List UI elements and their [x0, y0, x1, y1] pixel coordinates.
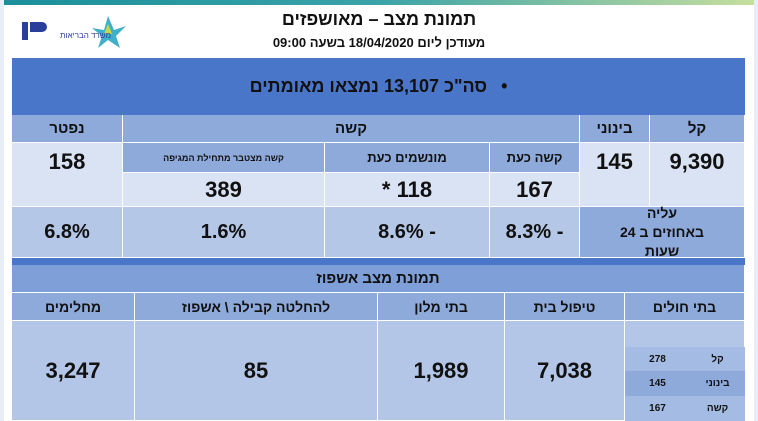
subheader-severe-since-start: קשה מצטבר מתחילת המגיפה [123, 143, 325, 173]
svg-text:משרד הבריאות: משרד הבריאות [60, 31, 111, 40]
increase-deceased: 6.8% [12, 207, 123, 258]
value-moderate: 145 [580, 143, 650, 207]
hospital-value-moderate: 145 [625, 371, 690, 396]
header-deceased: נפטר [12, 115, 123, 143]
value-severe-now: 167 [490, 173, 580, 207]
subheader-severe-now: קשה כעת [490, 143, 580, 173]
increase-ventilated-now: - 8.6% [325, 207, 490, 258]
increase-severe-since-start: 1.6% [123, 207, 325, 258]
value-pending: 85 [135, 321, 378, 421]
value-hotels: 1,989 [378, 321, 505, 421]
header-recovered: מחלימים [12, 293, 135, 321]
page-subtitle: מעודכן ליום 18/04/2020 בשעה 09:00 [272, 35, 486, 50]
left-edge [0, 0, 4, 421]
header-severe: קשה [123, 115, 580, 143]
total-banner: • סה"כ 13,107 נמצאו מאומתים [12, 58, 745, 115]
hospital-value-mild: 278 [625, 347, 690, 371]
value-severe-since-start: 389 [123, 173, 325, 207]
value-recovered: 3,247 [12, 321, 135, 421]
logo-icon [20, 18, 48, 49]
value-mild: 9,390 [650, 143, 745, 207]
total-confirmed: סה"כ 13,107 נמצאו מאומתים [249, 76, 488, 96]
header-pending: להחלטה קבילה \ אשפוז [135, 293, 378, 321]
value-home-care: 7,038 [505, 321, 625, 421]
header-moderate: בינוני [580, 115, 650, 143]
page-title: תמונת מצב – מאושפזים [281, 9, 477, 29]
header-hospitals: בתי חולים [625, 293, 745, 321]
subheader-ventilated-now: מונשמים כעת [325, 143, 490, 173]
top-accent-bar [0, 0, 758, 5]
hospitalization-title: תמונת מצב אשפוז [12, 265, 745, 293]
hospital-label-moderate: בינוני [690, 371, 745, 396]
increase-label: עליה באחוזים ב 24 שעות [580, 205, 745, 259]
right-edge [754, 0, 758, 421]
hospital-label-mild: קל [690, 347, 745, 371]
hospital-value-severe: 167 [625, 396, 690, 421]
header-home-care: טיפול בית [505, 293, 625, 321]
value-ventilated-now: 118 * [325, 173, 490, 207]
header-mild: קל [650, 115, 745, 143]
header-hotels: בתי מלון [378, 293, 505, 321]
ministry-of-health-logo-icon: משרד הבריאות [58, 14, 128, 55]
increase-severe-now: - 8.3% [490, 207, 580, 258]
value-deceased: 158 [12, 143, 123, 207]
hospital-label-severe: קשה [690, 396, 745, 421]
divider [12, 258, 745, 265]
